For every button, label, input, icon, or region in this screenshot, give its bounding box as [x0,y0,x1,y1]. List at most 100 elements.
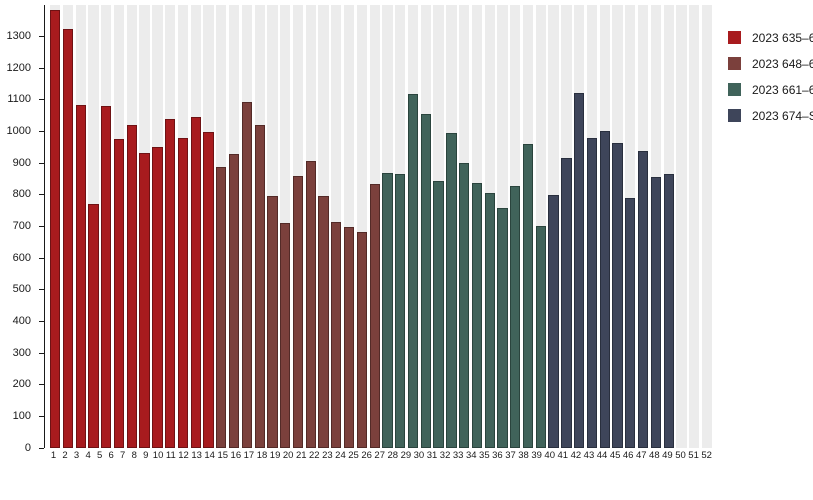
x-axis-label-13: 13 [191,450,202,461]
y-axis-tick-label: 200 [12,378,31,391]
bar-track [689,5,700,448]
slot-week-15 [228,5,240,448]
slot-week-8 [139,5,150,448]
slot-week-47 [637,5,649,448]
bar-week-11 [177,138,189,448]
bar-week-14 [216,167,227,448]
x-axis-label-7: 7 [120,450,126,461]
slot-week-40 [548,5,559,448]
x-axis-label-48: 48 [649,450,660,461]
x-axis-label-36: 36 [492,450,503,461]
x-axis-label-31: 31 [426,450,438,461]
legend-item-group-3[interactable]: 2023 661–67 [728,82,813,97]
slot-week-33 [459,5,470,448]
x-axis-label-11: 11 [165,450,176,461]
x-axis-label-32: 32 [439,450,451,461]
bar-week-3 [75,104,86,448]
x-axis-label-20: 20 [282,450,294,461]
slot-week-25 [356,5,368,448]
y-axis-tick [39,352,44,354]
y-axis-tick [39,162,44,164]
legend-item-group-1[interactable]: 2023 635–64 [728,30,813,45]
slot-week-23 [331,5,342,448]
x-axis-label-4: 4 [85,450,91,461]
x-axis-label-44: 44 [596,450,608,461]
slot-week-39 [535,5,546,448]
bar-track [701,5,713,448]
slot-week-2 [62,5,74,448]
bar-week-24 [343,226,355,448]
bar-week-45 [612,142,623,448]
y-axis-tick-label: 500 [12,283,31,296]
bar-week-21 [305,161,316,448]
bar-week-27 [382,172,393,448]
slot-week-6 [113,5,125,448]
x-axis-label-46: 46 [622,450,634,461]
x-axis-label-9: 9 [143,450,149,461]
x-axis-label-16: 16 [230,450,242,461]
x-axis-label-37: 37 [505,450,516,461]
x-axis-label-49: 49 [662,450,673,461]
plot-area [44,5,713,448]
legend-swatch-green [728,83,741,96]
bar-week-13 [203,131,214,448]
x-axis-label-29: 29 [400,450,412,461]
bars-container [45,5,713,448]
slot-week-21 [305,5,316,448]
x-axis-label-6: 6 [108,450,114,461]
slot-week-16 [241,5,252,448]
bar-week-1 [50,9,61,448]
y-axis-tick [39,99,44,101]
slot-week-38 [522,5,534,448]
slot-week-52 [701,5,713,448]
x-axis-label-26: 26 [361,450,372,461]
slot-week-7 [126,5,137,448]
y-axis-tick-label: 700 [12,220,31,232]
y-axis-tick [39,67,44,69]
bar-week-46 [625,198,636,448]
legend-item-group-4[interactable]: 2023 674–Sp [728,109,813,123]
slot-week-4 [88,5,99,448]
bar-week-22 [318,196,329,448]
y-axis-tick-label: 100 [12,409,31,422]
legend-label: 2023 635–64 [752,30,813,45]
bar-week-34 [471,182,483,448]
bar-week-17 [254,124,265,448]
bar-week-8 [139,153,150,448]
x-axis-label-21: 21 [295,450,307,461]
slot-week-50 [676,5,687,448]
bar-week-2 [62,28,74,448]
slot-week-14 [216,5,227,448]
slot-week-44 [599,5,610,448]
y-axis-tick-label: 1100 [7,93,31,106]
bar-week-19 [280,222,291,448]
bar-week-9 [152,146,163,448]
legend-label: 2023 661–67 [752,82,813,97]
legend-item-group-2[interactable]: 2023 648–66 [728,57,813,71]
slot-week-3 [75,5,86,448]
slot-week-22 [318,5,329,448]
y-axis-tick-label: 300 [12,346,31,359]
bar-week-28 [395,173,406,448]
x-axis-label-15: 15 [217,450,229,461]
bar-week-7 [126,125,137,448]
y-axis-tick-label: 1200 [6,61,31,74]
bar-week-15 [228,154,240,448]
bar-week-25 [356,231,368,448]
x-axis-label-10: 10 [152,450,164,461]
x-axis-label-3: 3 [73,450,80,461]
y-axis-tick [39,194,44,196]
x-axis-label-17: 17 [243,450,255,461]
x-axis-label-34: 34 [465,450,477,461]
legend-swatch-maroon [728,57,741,70]
x-axis-label-30: 30 [413,450,425,461]
slot-week-5 [101,5,112,448]
x-axis-label-12: 12 [178,450,189,461]
slot-week-19 [280,5,291,448]
x-axis: 1 2 3 4 5 6 7 8 9 10 11 12 13 14 15 16 17 18 19 20 21 22 23 24 2… [44,450,712,462]
bar-week-33 [459,163,470,448]
y-axis-tick-label: 0 [24,441,31,454]
bar-week-39 [535,225,546,448]
bar-week-32 [446,133,457,448]
